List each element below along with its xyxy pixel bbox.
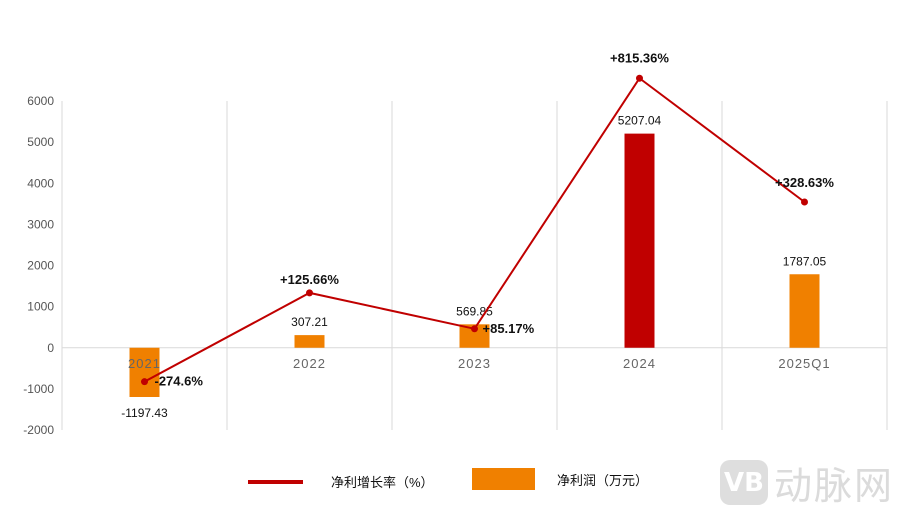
bar-2024 xyxy=(624,133,655,348)
growth-label: +815.36% xyxy=(610,50,669,65)
growth-label: +328.63% xyxy=(775,175,834,190)
chart: 6000 5000 4000 3000 2000 1000 0 -1000 -2000 -1197… xyxy=(23,50,888,437)
bar-2025Q1 xyxy=(789,274,820,348)
legend-label: 净利增长率（%） xyxy=(331,475,434,490)
growth-point xyxy=(801,198,808,206)
legend-item-profit[interactable]: 净利润（万元） xyxy=(472,468,648,490)
x-tick-label: 2022 xyxy=(293,356,326,371)
legend-label: 净利润（万元） xyxy=(557,472,649,488)
growth-point xyxy=(471,325,478,333)
x-tick-label: 2024 xyxy=(623,356,656,371)
y-tick-label: 5000 xyxy=(27,135,54,149)
legend: 净利增长率（%） 净利润（万元） xyxy=(0,468,915,494)
y-tick-label: -1000 xyxy=(23,382,54,396)
legend-line-swatch xyxy=(248,479,303,484)
bar-value-label: -1197.43 xyxy=(121,406,168,420)
growth-label: +125.66% xyxy=(280,272,339,287)
x-tick-label: 2025Q1 xyxy=(778,356,830,371)
y-tick-label: -2000 xyxy=(23,423,54,437)
bar-value-label: 307.21 xyxy=(291,315,328,329)
bar-2022 xyxy=(294,335,325,348)
bar-value-label: 1787.05 xyxy=(783,254,827,268)
bar-value-label: 5207.04 xyxy=(618,114,662,128)
growth-point xyxy=(141,378,148,386)
bar-2021 xyxy=(129,347,160,397)
growth-point xyxy=(636,74,643,82)
watermark: VB 动脉网 xyxy=(720,455,894,510)
y-tick-label: 3000 xyxy=(27,217,54,231)
legend-item-growth[interactable]: 净利增长率（%） xyxy=(248,472,434,491)
y-tick-label: 4000 xyxy=(27,176,54,190)
y-tick-label: 0 xyxy=(47,341,54,355)
x-tick-label: 2023 xyxy=(458,356,491,371)
y-tick-label: 6000 xyxy=(27,94,54,108)
legend-bar-swatch xyxy=(472,468,535,490)
growth-label: -274.6% xyxy=(155,374,204,389)
y-tick-label: 1000 xyxy=(27,300,54,314)
watermark-text: 动脉网 xyxy=(774,464,895,508)
y-tick-label: 2000 xyxy=(27,259,54,273)
bar-2023 xyxy=(459,324,490,348)
watermark-logo-icon: VB xyxy=(720,460,768,505)
bar-value-label: 569.85 xyxy=(456,304,493,318)
x-tick-label: 2021 xyxy=(128,356,161,371)
growth-label: +85.17% xyxy=(483,321,535,336)
growth-point xyxy=(306,289,313,297)
